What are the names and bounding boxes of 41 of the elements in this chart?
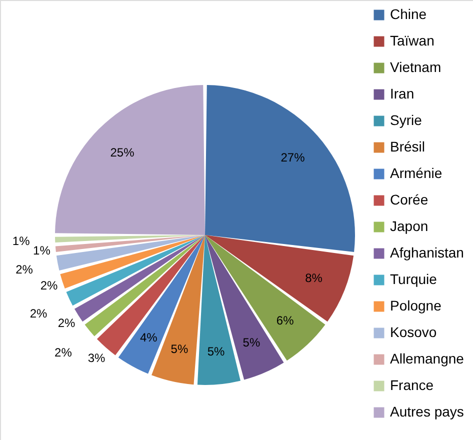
legend-label: Allemangne: [390, 350, 464, 366]
legend-label: Corée: [390, 192, 428, 208]
legend-label: Syrie: [390, 112, 422, 128]
data-label: 2%: [58, 316, 76, 330]
data-label: 6%: [276, 313, 294, 328]
data-label: 5%: [242, 335, 260, 350]
legend-label: Afghanistan: [390, 244, 464, 260]
pie-slice: [74, 235, 205, 322]
data-label: 5%: [170, 342, 188, 356]
pie-slice: [56, 235, 205, 270]
legend-label: Autres pays: [390, 404, 464, 420]
data-label: 5%: [207, 344, 226, 358]
legend-label: Arménie: [390, 165, 442, 181]
pie-slice: [60, 235, 205, 288]
data-label: 27%: [280, 150, 306, 165]
data-label: 1%: [33, 243, 51, 258]
legend-label: Vietnam: [390, 59, 442, 75]
data-label: 4%: [140, 330, 158, 345]
pie-slice: [96, 235, 205, 356]
legend-label: Pologne: [390, 298, 442, 314]
legend-label: Turquie: [390, 271, 438, 287]
data-label: 25%: [110, 145, 135, 160]
data-label: 2%: [30, 306, 48, 320]
legend-label: Brésil: [390, 138, 426, 154]
data-label: 2%: [16, 262, 34, 276]
legend-label: Japon: [390, 218, 428, 234]
pie-slice: [55, 235, 205, 252]
pie-slice: [205, 235, 326, 361]
legend-label: Iran: [390, 86, 414, 102]
legend-label: Kosovo: [390, 324, 437, 340]
pie-slice: [197, 235, 240, 385]
pie-slice: [118, 235, 205, 374]
pie-slice: [66, 235, 205, 306]
legend-label: France: [390, 377, 434, 393]
legend-label: Chine: [390, 6, 427, 22]
data-label: 2%: [54, 345, 72, 360]
data-label: 1%: [12, 234, 30, 248]
data-label: 3%: [88, 351, 106, 366]
data-label: 8%: [305, 271, 323, 286]
data-label: 2%: [40, 278, 58, 293]
legend-label: Taïwan: [390, 32, 434, 48]
